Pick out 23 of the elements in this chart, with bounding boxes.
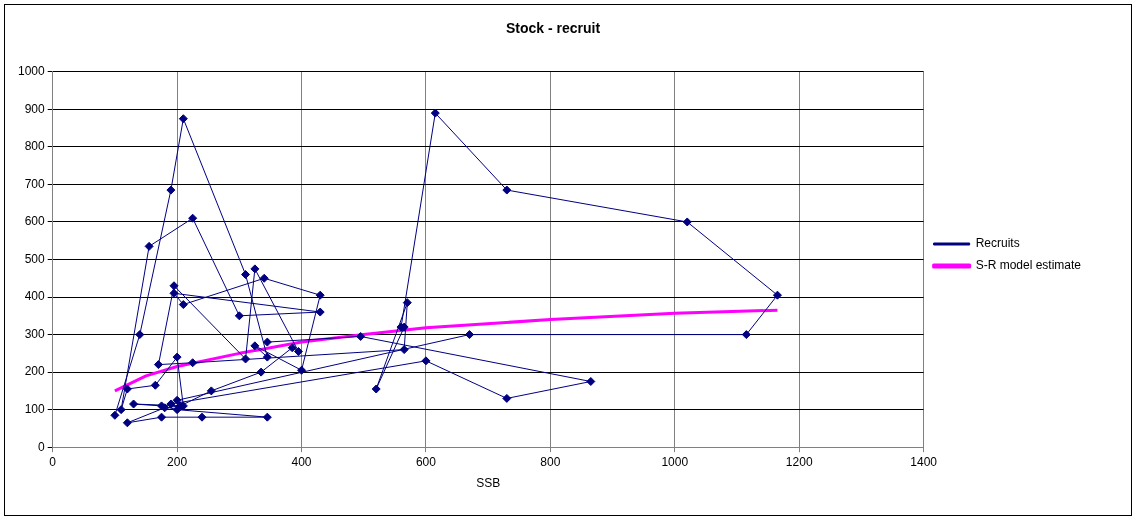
y-tick-label: 900 <box>24 101 46 116</box>
x-tick-label: 1000 <box>661 454 689 469</box>
x-tick-label: 200 <box>167 454 188 469</box>
y-tick-label: 600 <box>24 214 46 229</box>
y-tick-label: 0 <box>38 439 46 454</box>
legend-label: S-R model estimate <box>975 258 1082 273</box>
y-tick-label: 700 <box>24 176 46 191</box>
y-tick-label: 1000 <box>17 64 46 79</box>
x-axis-title: SSB <box>476 476 501 491</box>
y-tick-label: 800 <box>24 139 46 154</box>
y-tick-label: 300 <box>24 326 46 341</box>
x-tick-label: 1200 <box>785 454 813 469</box>
legend-label: Recruits <box>975 236 1020 251</box>
x-tick-label: 0 <box>49 454 57 469</box>
x-tick-label: 800 <box>540 454 561 469</box>
y-tick-label: 200 <box>24 364 46 379</box>
y-tick-label: 500 <box>24 251 46 266</box>
x-tick-label: 400 <box>291 454 312 469</box>
y-tick-label: 100 <box>24 401 46 416</box>
chart-title: Stock - recruit <box>505 20 601 37</box>
x-tick-label: 600 <box>415 454 437 469</box>
x-tick-label: 1400 <box>910 454 938 469</box>
y-tick-label: 400 <box>24 289 46 304</box>
